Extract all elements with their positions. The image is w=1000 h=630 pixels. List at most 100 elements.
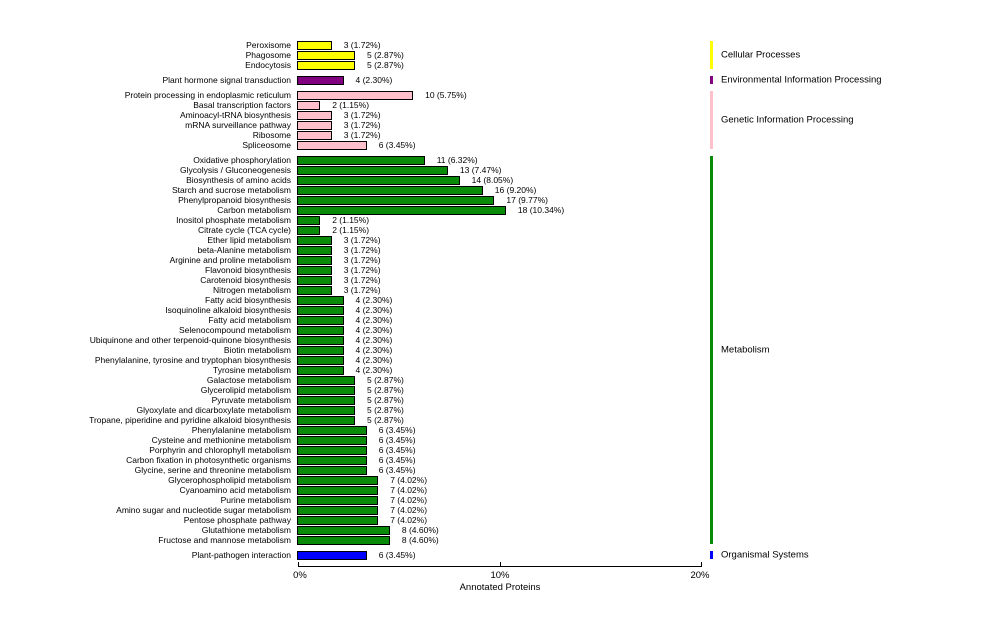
bar-track: 5 (2.87%) — [297, 60, 1000, 70]
pathway-value: 3 (1.72%) — [343, 110, 381, 120]
pathway-value: 5 (2.87%) — [367, 50, 404, 60]
pathway-bar — [297, 525, 390, 535]
legend-label: Cellular Processes — [721, 49, 801, 61]
pathway-bar — [297, 100, 321, 110]
pathway-value: 5 (2.87%) — [367, 415, 404, 425]
pathway-value: 4 (2.30%) — [355, 355, 393, 365]
pathway-value: 18 (10.34%) — [517, 205, 565, 215]
pathway-label: Oxidative phosphorylation — [193, 155, 291, 165]
pathway-bar — [297, 395, 355, 405]
pathway-row: Aminoacyl-tRNA biosynthesis 3 (1.72%) — [0, 110, 1000, 120]
pathway-label: Ubiquinone and other terpenoid-quinone b… — [89, 335, 291, 345]
pathway-bar — [297, 185, 483, 195]
pathway-value: 4 (2.30%) — [355, 335, 393, 345]
pathway-label: Glycine, serine and threonine metabolism — [134, 465, 291, 475]
bar-track: 3 (1.72%) — [297, 275, 1000, 285]
bar-track: 4 (2.30%) — [297, 295, 1000, 305]
axis-tick — [500, 562, 501, 566]
pathway-bar — [297, 465, 367, 475]
pathway-bar — [297, 550, 367, 560]
pathway-bar — [297, 365, 344, 375]
bar-track: 3 (1.72%) — [297, 285, 1000, 295]
pathway-row: Tyrosine metabolism 4 (2.30%) — [0, 365, 1000, 375]
pathway-value: 2 (1.15%) — [332, 100, 370, 110]
pathway-row: Ribosome 3 (1.72%) — [0, 130, 1000, 140]
pathway-row: Peroxisome 3 (1.72%) — [0, 40, 1000, 50]
pathway-bar — [297, 110, 332, 120]
pathway-bar — [297, 255, 332, 265]
pathway-bar — [297, 75, 344, 85]
bar-track: 3 (1.72%) — [297, 40, 1000, 50]
pathway-bar — [297, 435, 367, 445]
pathway-bar — [297, 515, 379, 525]
pathway-label: Cysteine and methionine metabolism — [151, 435, 291, 445]
pathway-row: Basal transcription factors 2 (1.15%) — [0, 100, 1000, 110]
pathway-value: 3 (1.72%) — [343, 255, 381, 265]
bar-track: 2 (1.15%) — [297, 215, 1000, 225]
pathway-row: Fatty acid metabolism 4 (2.30%) — [0, 315, 1000, 325]
bar-track: 5 (2.87%) — [297, 50, 1000, 60]
pathway-bar — [297, 445, 367, 455]
pathway-row: Cyanoamino acid metabolism 7 (4.02%) — [0, 485, 1000, 495]
bar-track: 3 (1.72%) — [297, 255, 1000, 265]
pathway-label: Nitrogen metabolism — [213, 285, 291, 295]
bar-track: 2 (1.15%) — [297, 100, 1000, 110]
axis-tick-label: 20% — [690, 570, 710, 581]
pathway-row: Selenocompound metabolism 4 (2.30%) — [0, 325, 1000, 335]
pathway-bar — [297, 60, 355, 70]
pathway-row: Glyoxylate and dicarboxylate metabolism 5… — [0, 405, 1000, 415]
pathway-value: 4 (2.30%) — [355, 315, 393, 325]
pathway-label: Tyrosine metabolism — [213, 365, 291, 375]
pathway-bar — [297, 375, 355, 385]
pathway-row: Galactose metabolism 5 (2.87%) — [0, 375, 1000, 385]
axis-tick — [298, 562, 299, 566]
pathway-label: Pentose phosphate pathway — [183, 515, 291, 525]
pathway-value: 4 (2.30%) — [355, 365, 393, 375]
pathway-row: Phenylalanine metabolism 6 (3.45%) — [0, 425, 1000, 435]
pathway-row: Fructose and mannose metabolism 8 (4.60%) — [0, 535, 1000, 545]
bar-track: 5 (2.87%) — [297, 405, 1000, 415]
pathway-value: 6 (3.45%) — [378, 140, 416, 150]
pathway-value: 6 (3.45%) — [378, 435, 416, 445]
pathway-bar — [297, 245, 332, 255]
pathway-bar — [297, 215, 321, 225]
pathway-label: beta-Alanine metabolism — [197, 245, 291, 255]
pathway-value: 3 (1.72%) — [343, 130, 381, 140]
pathway-value: 6 (3.45%) — [378, 465, 416, 475]
pathway-row: Pyruvate metabolism 5 (2.87%) — [0, 395, 1000, 405]
pathway-bar — [297, 285, 332, 295]
pathway-row: Phagosome 5 (2.87%) — [0, 50, 1000, 60]
pathway-label: Plant-pathogen interaction — [191, 550, 291, 560]
bar-track: 4 (2.30%) — [297, 315, 1000, 325]
pathway-row: Biotin metabolism 4 (2.30%) — [0, 345, 1000, 355]
pathway-value: 4 (2.30%) — [355, 345, 393, 355]
pathway-label: Cyanoamino acid metabolism — [179, 485, 292, 495]
pathway-label: Carotenoid biosynthesis — [200, 275, 291, 285]
bar-track: 13 (7.47%) — [297, 165, 1000, 175]
pathway-value: 3 (1.72%) — [343, 120, 381, 130]
pathway-bar — [297, 295, 344, 305]
pathway-label: Tropane, piperidine and pyridine alkaloi… — [89, 415, 291, 425]
category-group: Oxidative phosphorylation 11 (6.32%) Glyco… — [0, 155, 1000, 545]
bar-track: 6 (3.45%) — [297, 550, 1000, 560]
pathway-value: 14 (8.05%) — [471, 175, 514, 185]
bar-track: 10 (5.75%) — [297, 90, 1000, 100]
pathway-value: 7 (4.02%) — [390, 505, 428, 515]
pathway-label: Fatty acid metabolism — [208, 315, 291, 325]
pathway-label: Amino sugar and nucleotide sugar metabol… — [116, 505, 291, 515]
pathway-label: Fructose and mannose metabolism — [158, 535, 291, 545]
pathway-value: 5 (2.87%) — [367, 375, 404, 385]
pathway-bar — [297, 315, 344, 325]
bar-track: 4 (2.30%) — [297, 345, 1000, 355]
pathway-row: Endocytosis 5 (2.87%) — [0, 60, 1000, 70]
category-group: Plant hormone signal transduction 4 (2.30… — [0, 75, 1000, 86]
pathway-label: Porphyrin and chlorophyll metabolism — [149, 445, 291, 455]
pathway-value: 11 (6.32%) — [436, 155, 478, 165]
pathway-row: Protein processing in endoplasmic reticu… — [0, 90, 1000, 100]
pathway-bar — [297, 425, 367, 435]
pathway-bar — [297, 40, 332, 50]
pathway-row: Porphyrin and chlorophyll metabolism 6 (3… — [0, 445, 1000, 455]
bar-track: 5 (2.87%) — [297, 375, 1000, 385]
category-group: Peroxisome 3 (1.72%) Phagosome 5 (2.87%) End… — [0, 40, 1000, 70]
